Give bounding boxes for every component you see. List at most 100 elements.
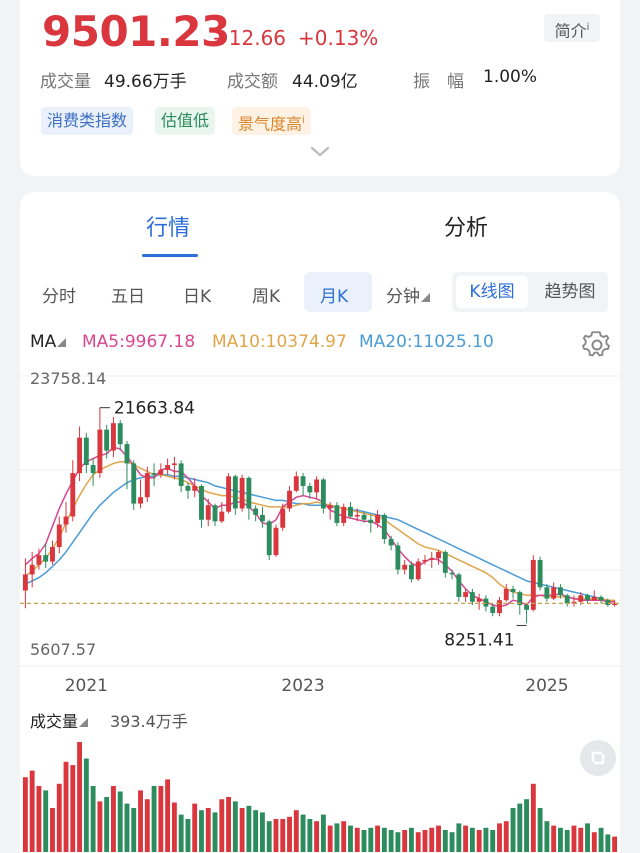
candle-body: [551, 587, 557, 599]
intro-button[interactable]: 简介i: [544, 14, 600, 42]
volume-bar: [83, 758, 89, 852]
chevron-down-icon[interactable]: [310, 146, 330, 158]
candle-body: [63, 516, 69, 525]
volume-bar: [232, 801, 238, 852]
ma5-line: [24, 446, 615, 608]
volume-bar: [165, 779, 171, 852]
corner-triangle-icon: [79, 718, 89, 727]
tab-analysis[interactable]: 分析: [444, 216, 489, 241]
candle-body: [90, 465, 96, 474]
candle-body: [144, 473, 150, 498]
chart-mode-trend[interactable]: 趋势图: [544, 282, 596, 302]
candle: [442, 550, 448, 578]
volume-indicator-label: 成交量: [30, 712, 79, 731]
volume-bar: [530, 783, 536, 852]
candle: [117, 419, 123, 451]
candle: [564, 593, 570, 607]
candle: [436, 550, 441, 565]
volume-chart[interactable]: [20, 732, 620, 852]
candle-body: [29, 564, 35, 575]
ma-selector[interactable]: MA: [30, 332, 67, 352]
candle: [185, 482, 191, 499]
volume-bar: [90, 786, 96, 852]
candle: [77, 426, 83, 482]
candle: [219, 502, 225, 523]
candle-body: [605, 600, 611, 605]
tag-consumer-index[interactable]: 消费类指数: [41, 107, 134, 135]
volume-bar: [185, 819, 191, 852]
candle-body: [402, 564, 408, 570]
candle: [585, 593, 590, 604]
volume-bar: [158, 786, 164, 852]
candle: [361, 511, 367, 523]
volume-bar: [537, 808, 543, 852]
candle: [524, 603, 530, 624]
volume-bar: [564, 830, 570, 852]
tag-high-prosperity[interactable]: 景气度高i: [232, 107, 311, 135]
period-daily-k[interactable]: 日K: [183, 287, 212, 307]
volume-bar: [171, 802, 177, 852]
kline-chart[interactable]: 23758.14 5607.57 21663.84 8251.41 2021 202…: [20, 360, 620, 700]
candle: [70, 460, 76, 522]
candle-body: [192, 485, 198, 491]
candle: [205, 498, 211, 527]
candle: [557, 584, 563, 599]
candle: [408, 561, 414, 583]
candle-body: [578, 595, 584, 602]
amplitude-value: 1.00%: [483, 67, 538, 87]
gear-icon[interactable]: [582, 330, 612, 360]
period-intraday[interactable]: 分时: [42, 287, 76, 307]
y-axis-min-label: 5607.57: [30, 640, 96, 659]
candle: [131, 460, 137, 511]
candle-body: [483, 598, 489, 607]
volume-bar: [205, 808, 211, 852]
volume-bar: [442, 830, 448, 852]
volume-bar: [469, 827, 475, 852]
volume-bar: [490, 830, 496, 852]
volume-bar: [361, 830, 367, 852]
period-minute-label: 分钟: [386, 287, 420, 307]
volume-bar: [144, 799, 150, 852]
volume-indicator-value: 393.4万手: [110, 712, 188, 731]
info-icon: i: [302, 115, 305, 126]
high-price-label: 21663.84: [114, 399, 195, 419]
period-monthly-k[interactable]: 月K: [320, 287, 349, 307]
ma10-line: [24, 461, 615, 601]
volume-value: 49.66万手: [104, 72, 187, 92]
candle-body: [70, 473, 76, 517]
volume-bar: [117, 791, 123, 852]
volume-bar: [314, 821, 320, 852]
candle: [429, 551, 435, 568]
candle: [463, 588, 469, 602]
tag-low-valuation[interactable]: 估值低: [155, 107, 216, 135]
period-five-day[interactable]: 五日: [111, 287, 145, 307]
x-tick-label: 2021: [65, 676, 108, 696]
candle-body: [158, 469, 164, 475]
candle: [571, 595, 577, 607]
volume-bar: [598, 827, 604, 852]
candle: [415, 558, 421, 581]
period-weekly-k[interactable]: 周K: [252, 287, 281, 307]
volume-bar: [524, 799, 530, 852]
low-price-label: 8251.41: [444, 630, 514, 650]
candle: [90, 458, 96, 486]
chart-mode-kline[interactable]: K线图: [456, 276, 528, 308]
volume-bar: [544, 821, 550, 852]
candle: [232, 474, 238, 515]
candle: [469, 588, 475, 605]
volume-bar: [578, 827, 584, 852]
candle-body: [97, 429, 103, 474]
fullscreen-button[interactable]: [580, 740, 616, 776]
candle-body: [429, 558, 435, 560]
candle-body: [226, 476, 232, 512]
candle-body: [246, 477, 252, 509]
tab-market[interactable]: 行情: [146, 216, 191, 241]
tag-high-prosperity-label: 景气度高: [238, 114, 303, 134]
volume-bar: [280, 819, 286, 852]
period-selected-highlight: [304, 272, 372, 312]
volume-bar: [70, 765, 76, 852]
period-minute[interactable]: 分钟: [386, 282, 430, 307]
candle: [171, 456, 177, 480]
candle: [226, 473, 232, 514]
volume-indicator-selector[interactable]: 成交量: [30, 708, 89, 732]
